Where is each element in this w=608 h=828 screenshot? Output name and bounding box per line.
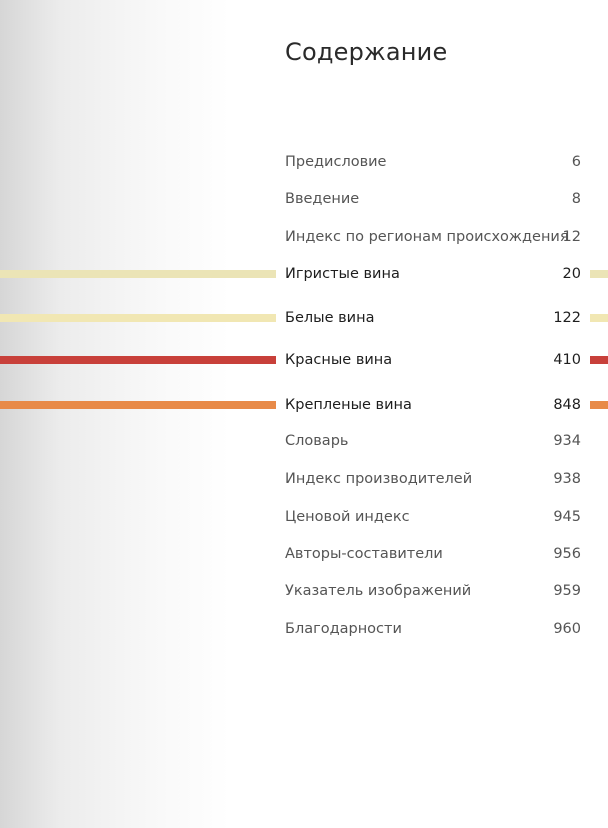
entry-title: Указатель изображений (285, 583, 472, 599)
toc-row: Введение 8 (0, 189, 608, 209)
toc-row: Благодарности 960 (0, 619, 608, 639)
entry-title: Словарь (285, 433, 349, 449)
entry-title: Ценовой индекс (285, 509, 410, 525)
entry-page: 945 (553, 509, 581, 525)
toc-row: Крепленые вина 848 (0, 395, 608, 415)
entry-title: Индекс производителей (285, 471, 473, 487)
color-bar (0, 314, 276, 322)
entry-page: 410 (553, 352, 581, 368)
page-title: Содержание (285, 38, 448, 66)
toc-row: Красные вина 410 (0, 350, 608, 370)
color-bar (590, 401, 608, 409)
toc-row: Словарь 934 (0, 431, 608, 451)
color-bar (590, 314, 608, 322)
entry-page: 12 (562, 229, 581, 245)
entry-title: Введение (285, 191, 360, 207)
color-bar (0, 270, 276, 278)
entry-page: 6 (571, 154, 581, 170)
entry-page: 956 (553, 546, 581, 562)
toc-row: Индекс производителей 938 (0, 469, 608, 489)
toc-row: Индекс по регионам происхождения 12 (0, 227, 608, 247)
color-bar (590, 270, 608, 278)
color-bar (590, 356, 608, 364)
entry-title: Игристые вина (285, 266, 400, 282)
toc-row: Ценовой индекс 945 (0, 507, 608, 527)
entry-page: 848 (553, 397, 581, 413)
entry-page: 934 (553, 433, 581, 449)
entry-title: Благодарности (285, 621, 402, 637)
entry-title: Белые вина (285, 310, 375, 326)
toc-row: Указатель изображений 959 (0, 581, 608, 601)
color-bar (0, 401, 276, 409)
entry-page: 8 (571, 191, 581, 207)
toc-row: Авторы-составители 956 (0, 544, 608, 564)
entry-title: Авторы-составители (285, 546, 443, 562)
color-bar (0, 356, 276, 364)
entry-title: Крепленые вина (285, 397, 412, 413)
entry-title: Индекс по регионам происхождения (285, 229, 569, 245)
toc-row: Предисловие 6 (0, 152, 608, 172)
entry-title: Предисловие (285, 154, 387, 170)
entry-title: Красные вина (285, 352, 393, 368)
entry-page: 959 (553, 583, 581, 599)
toc-row: Белые вина 122 (0, 308, 608, 328)
entry-page: 938 (553, 471, 581, 487)
entry-page: 960 (553, 621, 581, 637)
entry-page: 122 (553, 310, 581, 326)
toc-row: Игристые вина 20 (0, 264, 608, 284)
entry-page: 20 (562, 266, 581, 282)
